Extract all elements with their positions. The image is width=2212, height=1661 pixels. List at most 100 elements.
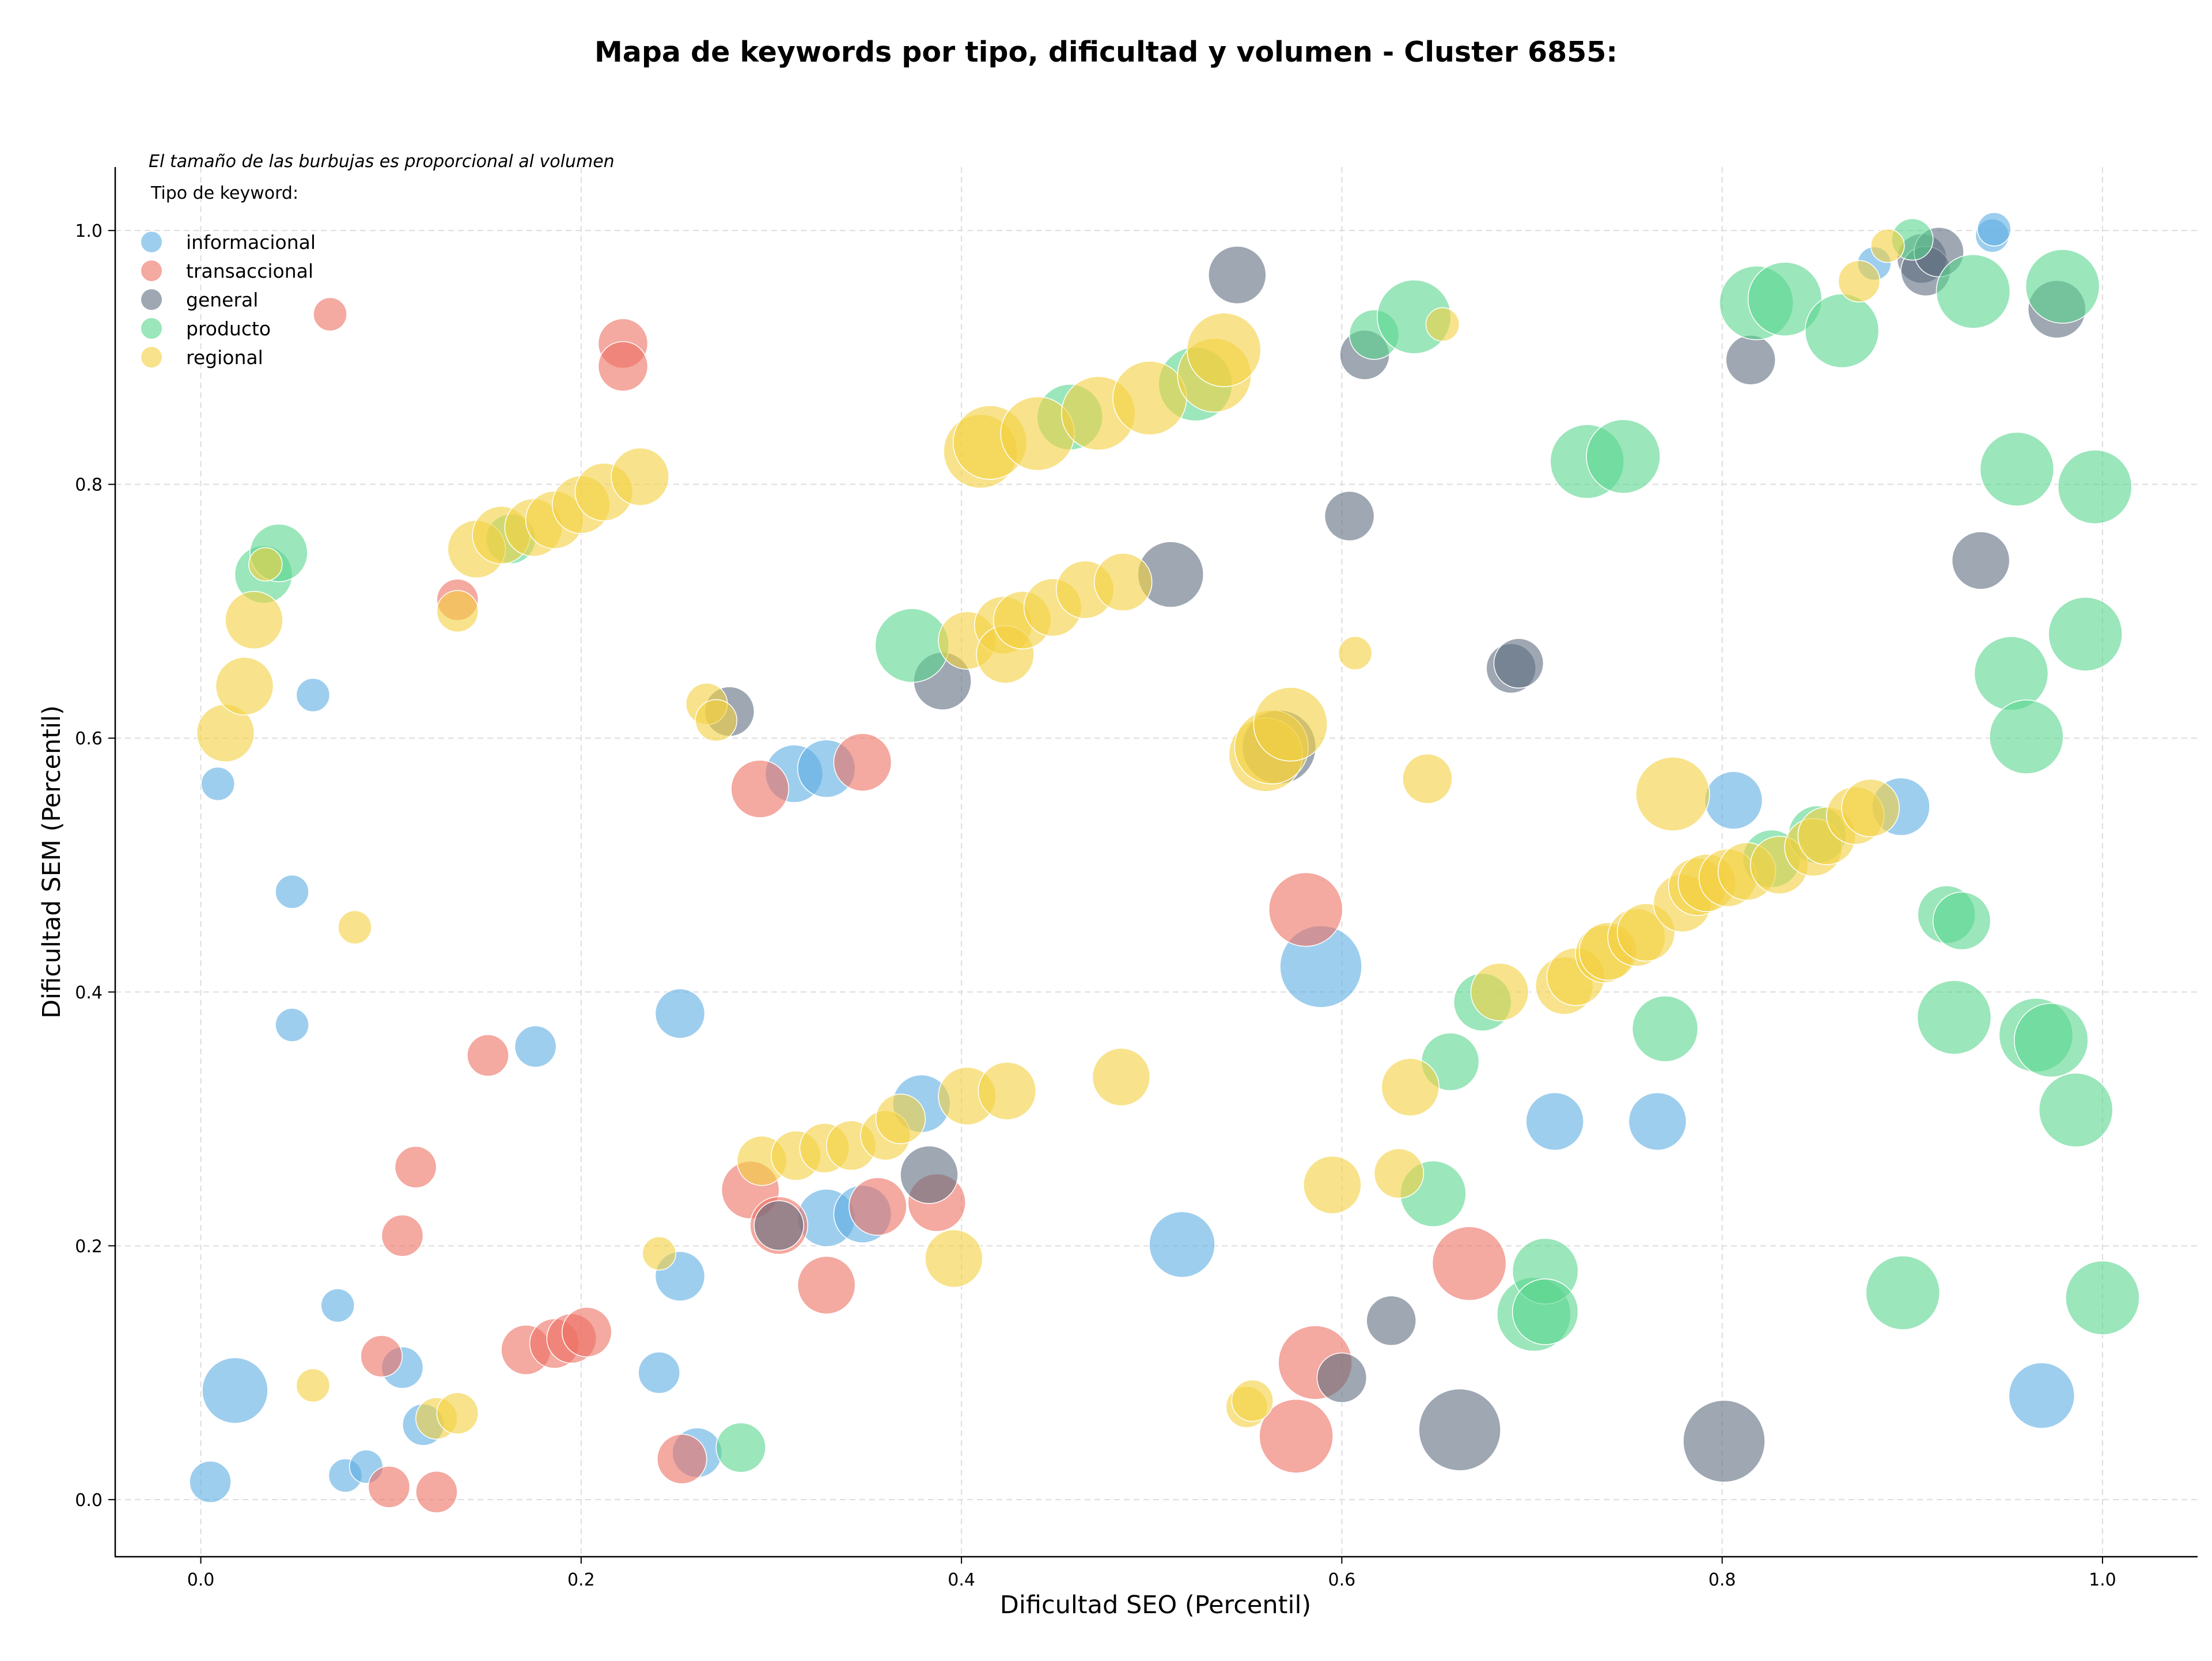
bubble-regional [248,547,283,582]
bubble-producto [715,1422,766,1473]
bubble-informacional [514,1025,557,1068]
y-axis-label: Dificultad SEM (Percentil) [37,705,66,1019]
bubble-regional [642,1236,676,1271]
bubble-transaccional [394,1146,437,1189]
x-tick-label: 0.2 [567,1570,595,1590]
legend-label-regional: regional [186,346,263,369]
bubble-informacional [638,1351,680,1394]
bubble-regional [1870,228,1905,263]
x-tick-label: 1.0 [2089,1570,2116,1590]
series-transaccional [313,297,1507,1514]
bubble-producto [2057,449,2133,524]
bubble-informacional [275,875,309,909]
bubble-regional [1838,260,1881,302]
bubble-regional [1231,1379,1274,1422]
bubble-regional [1303,1155,1362,1214]
bubble-transaccional [467,1034,509,1077]
bubble-regional [1841,778,1900,838]
bubble-producto [1974,636,2049,711]
bubble-producto [1631,995,1699,1062]
bubble-general [1493,638,1544,689]
bubble-regional [925,1229,983,1288]
y-tick-label: 0.2 [75,1236,103,1257]
y-tick-label: 0.6 [75,729,103,749]
bubble-producto [2065,1260,2140,1335]
bubble-informacional [2008,1362,2075,1429]
bubble-regional [1092,1047,1151,1107]
y-tick-label: 0.4 [75,983,103,1003]
bubble-general [1683,1399,1766,1483]
bubble-producto [1747,262,1823,336]
bubble-regional [695,699,737,742]
x-tick-label: 0.4 [948,1570,975,1590]
bubble-regional [215,657,274,716]
bubble-regional [1186,312,1262,387]
bubble-regional [338,910,372,945]
axes [114,167,2198,1558]
bubble-informacional [202,1357,268,1424]
bubble-producto [1804,293,1880,368]
bubble-informacional [1977,212,2012,247]
bubble-producto [1916,980,1992,1055]
bubble-transaccional [597,341,649,392]
y-tick-label: 0.8 [75,475,103,495]
bubble-general [1725,335,1776,385]
bubble-informacional [1628,1092,1687,1151]
bubble-producto [2014,1002,2089,1078]
y-tick-label: 0.0 [75,1490,103,1511]
bubble-producto [1979,432,2055,507]
x-tick-label: 0.6 [1328,1570,1356,1590]
bubble-regional [1253,687,1328,762]
bubbles-layer [189,212,2140,1514]
bubble-regional [296,1368,331,1403]
x-tick-label: 0.8 [1709,1570,1736,1590]
bubble-producto [1586,419,1661,494]
legend-marker-producto [141,318,162,339]
bubble-informacional [1525,1092,1584,1151]
bubble-transaccional [360,1335,403,1378]
bubble-transaccional [657,1433,707,1485]
x-ticks: 0.0 0.2 0.4 0.6 0.8 1.0 [187,1557,2116,1590]
bubble-transaccional [368,1466,411,1508]
bubble-informacional [275,1008,309,1042]
bubble-general [1316,1352,1368,1403]
bubble-general [1366,1295,1416,1346]
y-tick-label: 1.0 [75,221,103,241]
x-axis-label: Dificultad SEO (Percentil) [1000,1591,1311,1620]
legend-label-informacional: informacional [186,231,316,253]
bubble-regional [1635,756,1710,831]
x-tick-label: 0.0 [187,1570,215,1590]
bubble-regional [611,447,669,506]
bubble-transaccional [849,1177,907,1236]
bubble-producto [2048,596,2123,672]
bubble-informacional [296,678,331,713]
bubble-informacional [654,988,706,1039]
bubble-regional [875,1094,926,1144]
bubble-transaccional [415,1470,458,1514]
legend-marker-informacional [141,232,162,252]
y-ticks: 0.0 0.2 0.4 0.6 0.8 1.0 [75,221,115,1511]
bubble-transaccional [1268,872,1343,947]
legend: informacional transaccional general product… [141,231,316,369]
bubble-transaccional [1259,1398,1334,1474]
legend-marker-general [141,289,162,310]
bubble-informacional [1704,771,1763,830]
chart-title: Mapa de keywords por tipo, dificultad y … [594,36,1618,69]
bubble-transaccional [1431,1226,1507,1301]
bubble-transaccional [561,1307,612,1357]
series-regional [196,228,1905,1440]
bubble-general [1208,245,1267,304]
bubble-regional [1381,1058,1440,1117]
bubble-producto [1989,699,2064,774]
bubble-informacional [1149,1211,1215,1278]
bubble-producto [1865,1255,1941,1330]
legend-label-transaccional: transaccional [186,260,313,282]
bubble-regional [225,591,283,650]
bubble-regional [1425,307,1460,342]
bubble-producto [2038,1072,2113,1148]
bubble-transaccional [730,759,789,819]
bubble-producto [1932,891,1991,951]
legend-label-producto: producto [186,317,271,340]
legend-marker-regional [141,347,162,368]
